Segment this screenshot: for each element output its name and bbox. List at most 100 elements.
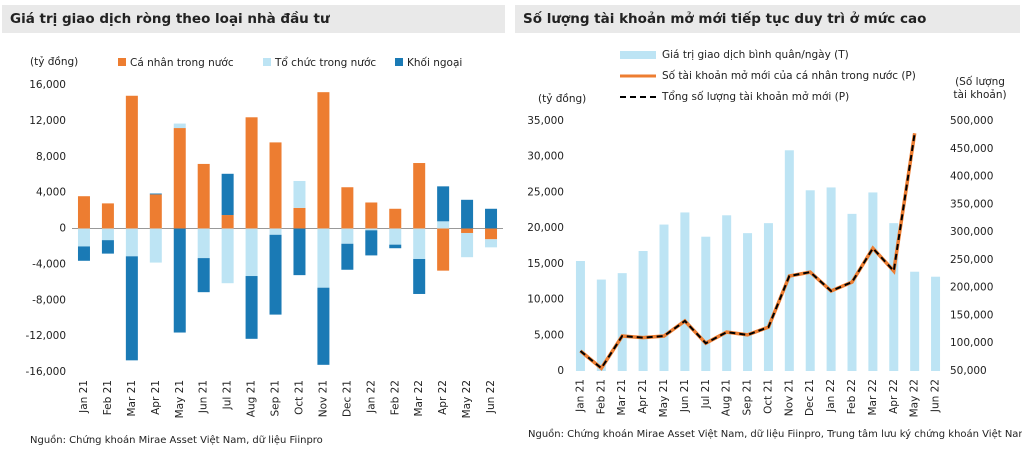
y-tick-label: 10,000 (527, 294, 564, 306)
bar (197, 228, 210, 259)
source: Nguồn: Chứng khoán Mirae Asset Việt Nam,… (528, 428, 1022, 440)
bar (77, 228, 90, 247)
bar (680, 212, 690, 371)
y2-tick-label: 450,000 (950, 143, 993, 155)
bar (461, 228, 474, 233)
x-tick-label: Feb 22 (846, 379, 858, 414)
y-tick-label: 15,000 (527, 258, 564, 270)
bar (910, 271, 920, 371)
y-axis-label: (tỷ đồng) (30, 56, 78, 68)
y-tick-label: 25,000 (527, 186, 564, 198)
bar (317, 228, 330, 288)
bar (293, 207, 306, 229)
x-tick-label: Dec 21 (341, 380, 353, 417)
x-tick-label: Jan 22 (825, 379, 837, 413)
bar (722, 215, 732, 371)
bar (197, 163, 210, 229)
y-tick-label: 4,000 (36, 187, 66, 199)
bar (269, 234, 282, 315)
bar (221, 215, 234, 229)
bar (125, 95, 138, 229)
x-tick-label: Jan 21 (78, 380, 90, 414)
bar (125, 228, 138, 257)
legend-swatch (118, 58, 126, 66)
y2-tick-label: 300,000 (950, 226, 993, 238)
bar (461, 199, 474, 229)
x-tick-label: Jun 22 (485, 380, 497, 414)
bar (413, 163, 426, 229)
x-tick-label: Apr 22 (437, 380, 449, 415)
bar (889, 223, 899, 371)
y2-tick-label: 50,000 (950, 365, 987, 377)
bar (245, 117, 258, 229)
chart-title: Giá trị giao dịch ròng theo loại nhà đầu… (10, 10, 330, 27)
y2-tick-label: 250,000 (950, 254, 993, 266)
bar (341, 243, 354, 270)
x-tick-label: Jan 21 (574, 379, 586, 413)
x-tick-label: Nov 21 (783, 379, 795, 416)
x-tick-label: Apr 21 (150, 380, 162, 415)
x-tick-label: Jun 21 (198, 380, 210, 414)
bar (659, 224, 669, 371)
legend-swatch (263, 58, 271, 66)
bar (341, 187, 354, 229)
x-tick-label: Sep 21 (742, 379, 754, 416)
bar (221, 173, 234, 216)
line (579, 133, 916, 370)
bar (149, 194, 162, 229)
bar (173, 228, 186, 333)
x-tick-label: Mar 22 (867, 379, 879, 416)
x-tick-label: Jun 22 (930, 379, 942, 413)
y2-axis-label: tài khoản) (953, 89, 1006, 101)
x-tick-label: May 21 (658, 379, 670, 417)
y-tick-label: -8,000 (32, 294, 66, 306)
bar (365, 228, 378, 231)
y2-axis-label: (Số lượng (955, 76, 1005, 88)
bar (389, 244, 402, 249)
bar (101, 240, 114, 254)
bar (437, 228, 450, 271)
chart-title: Số lượng tài khoản mở mới tiếp tục duy t… (523, 10, 926, 27)
x-tick-label: Oct 21 (293, 380, 305, 415)
x-tick-label: Nov 21 (317, 380, 329, 417)
x-tick-label: Oct 21 (762, 379, 774, 414)
bar (805, 190, 815, 371)
bar (575, 261, 585, 371)
y-tick-label: 30,000 (527, 151, 564, 163)
bar (293, 228, 306, 276)
bar (413, 228, 426, 259)
bar (701, 236, 711, 371)
bar (125, 256, 138, 361)
x-tick-label: Mar 21 (126, 380, 138, 417)
y-tick-label: 20,000 (527, 222, 564, 234)
bar (389, 228, 402, 245)
x-tick-label: May 22 (909, 379, 921, 417)
bar (743, 233, 753, 371)
bar (763, 223, 773, 371)
bar (269, 142, 282, 229)
bar (221, 228, 234, 284)
bar (847, 213, 857, 371)
x-tick-label: May 22 (461, 380, 473, 418)
bar (149, 193, 162, 195)
bar (149, 228, 162, 263)
source: Nguồn: Chứng khoán Mirae Asset Việt Nam,… (30, 434, 323, 446)
bar (197, 258, 210, 293)
title-band (2, 5, 505, 33)
x-tick-label: Aug 21 (721, 379, 733, 416)
legend-label: Tổ chức trong nước (274, 56, 376, 69)
bar (101, 228, 114, 241)
bar (173, 123, 186, 129)
y-tick-label: -16,000 (25, 366, 66, 378)
bar (638, 251, 648, 371)
bar (485, 228, 498, 240)
bar (293, 180, 306, 208)
x-tick-label: Aug 21 (246, 380, 258, 417)
bar (317, 287, 330, 365)
legend-label: Giá trị giao dịch bình quân/ngày (T) (662, 49, 849, 61)
bar (77, 196, 90, 229)
x-tick-label: Dec 21 (804, 379, 816, 416)
x-tick-label: Sep 21 (270, 380, 282, 417)
bar (485, 239, 498, 248)
bar (101, 203, 114, 229)
